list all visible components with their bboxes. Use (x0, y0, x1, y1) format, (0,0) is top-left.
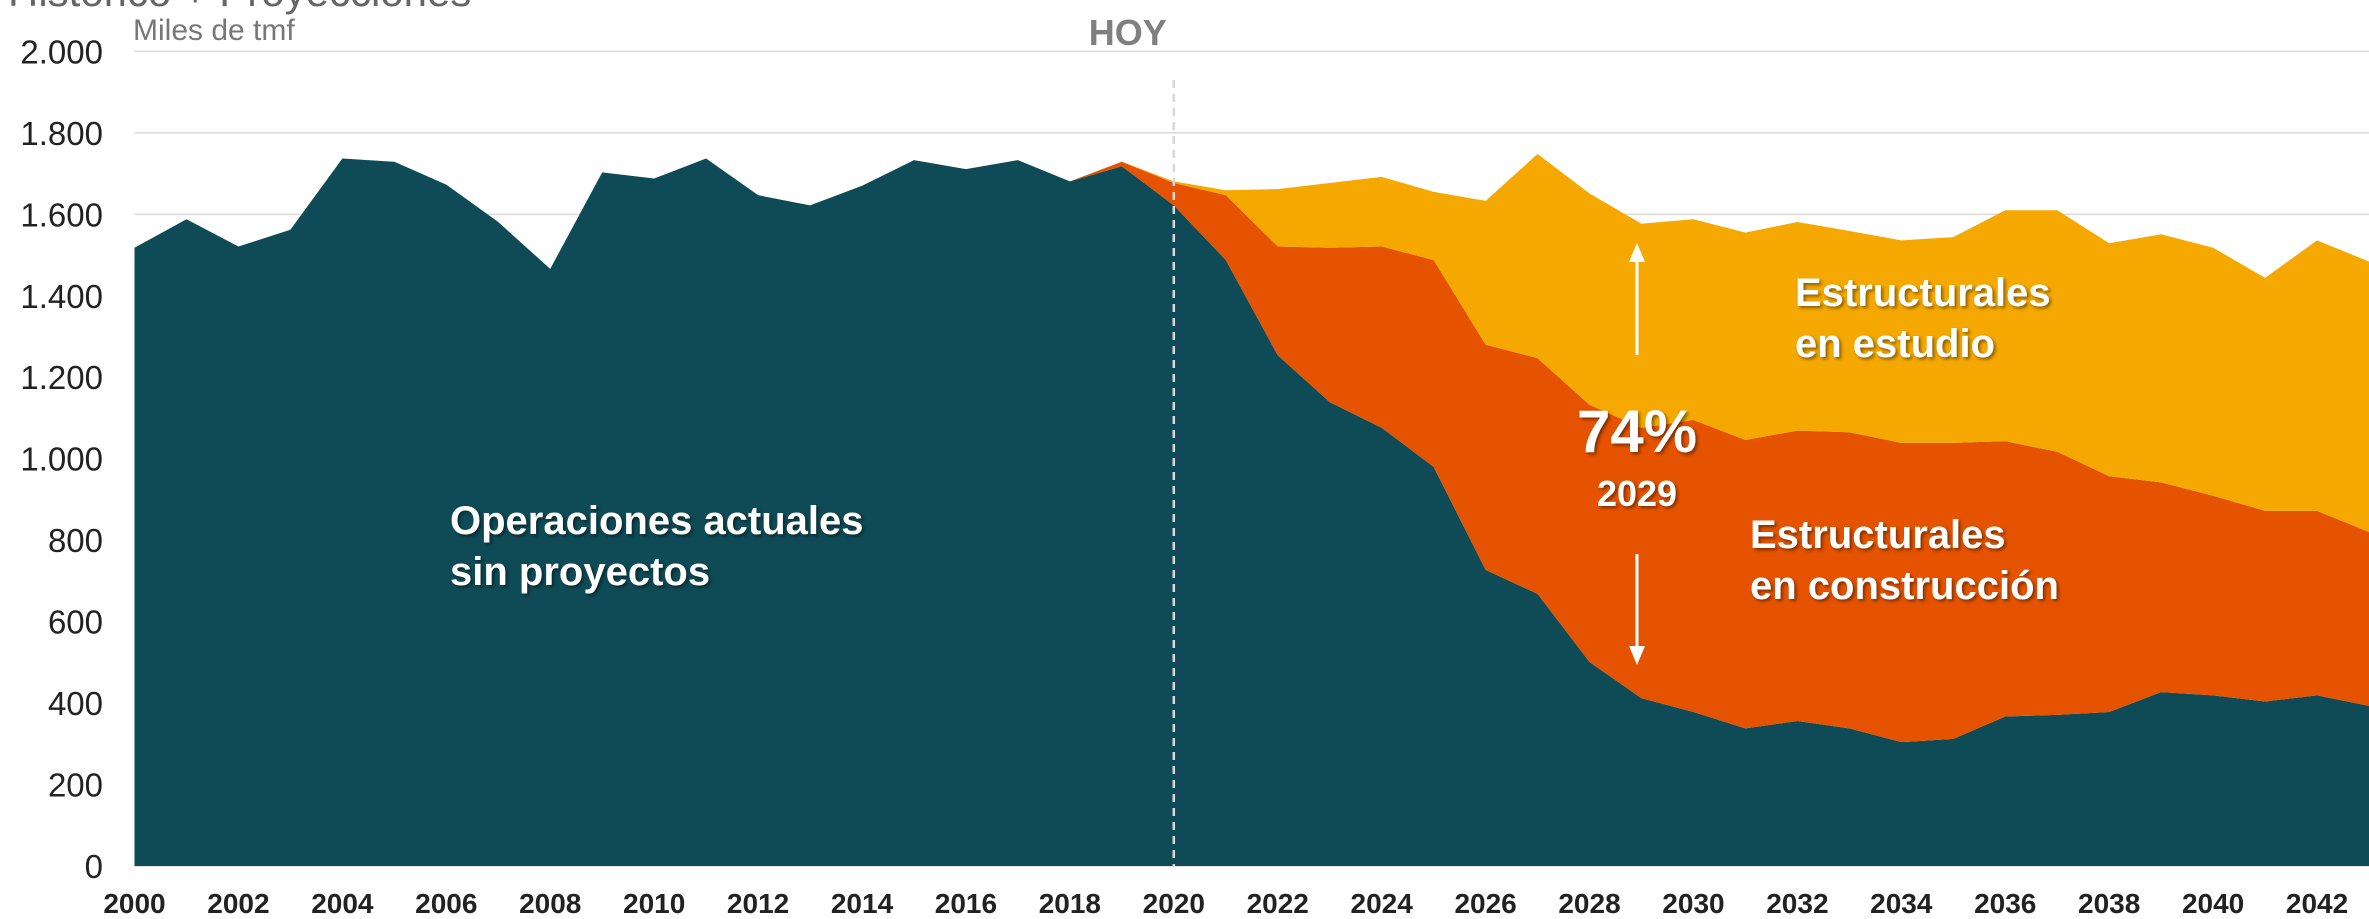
today-label: HOY (1089, 12, 1167, 53)
unit-label: Miles de tmf (133, 14, 295, 47)
share-label: 74% (1577, 398, 1697, 465)
series-label: Operaciones actuales sin proyectos (450, 499, 864, 594)
y-tick-label: 200 (48, 767, 103, 804)
x-tick-label: 2018 (1039, 888, 1101, 919)
x-tick-label: 2000 (103, 888, 165, 919)
series-label: Estructurales en construcción (1750, 513, 2059, 608)
arrow-head (1629, 243, 1645, 262)
x-tick-label: 2008 (519, 888, 581, 919)
arrow-head (1629, 646, 1645, 665)
x-tick-label: 2040 (2182, 888, 2244, 919)
y-tick-label: 1.600 (20, 196, 103, 233)
x-tick-label: 2016 (935, 888, 997, 919)
y-tick-label: 1.800 (20, 115, 103, 152)
x-tick-label: 2036 (1974, 888, 2036, 919)
x-tick-label: 2002 (207, 888, 269, 919)
x-tick-label: 2010 (623, 888, 685, 919)
x-tick-label: 2024 (1351, 888, 1414, 919)
x-tick-label: 2030 (1662, 888, 1724, 919)
y-tick-label: 400 (48, 685, 103, 722)
y-tick-label: 600 (48, 604, 103, 641)
x-tick-label: 2028 (1558, 888, 1620, 919)
share-year: 2029 (1597, 473, 1677, 514)
series-label: Estructurales en estudio (1795, 271, 2051, 366)
chart-title: Histórico + Proyecciones (8, 0, 471, 15)
y-tick-label: 1.200 (20, 359, 103, 396)
x-tick-label: 2038 (2078, 888, 2140, 919)
x-tick-label: 2006 (415, 888, 477, 919)
area (134, 158, 2369, 743)
x-tick-label: 2042 (2286, 888, 2348, 919)
x-tick-label: 2026 (1454, 888, 1516, 919)
x-tick-label: 2020 (1143, 888, 1205, 919)
x-tick-label: 2014 (831, 888, 894, 919)
x-tick-label: 2022 (1247, 888, 1309, 919)
y-tick-label: 0 (85, 848, 103, 885)
y-tick-label: 2.000 (20, 33, 103, 70)
y-tick-label: 800 (48, 522, 103, 559)
x-tick-label: 2034 (1870, 888, 1933, 919)
x-tick-label: 2032 (1766, 888, 1828, 919)
x-tick-label: 2012 (727, 888, 789, 919)
area (134, 154, 2369, 533)
area (134, 158, 2369, 866)
x-tick-label: 2004 (311, 888, 374, 919)
y-tick-label: 1.400 (20, 278, 103, 315)
y-tick-label: 1.000 (20, 441, 103, 478)
